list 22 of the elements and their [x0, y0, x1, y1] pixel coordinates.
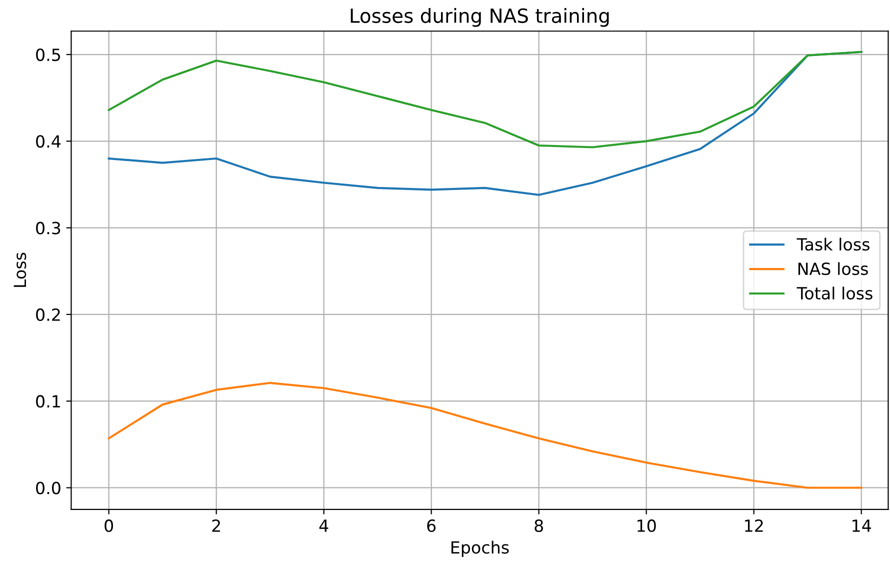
y-axis-title: Loss: [14, 252, 26, 287]
legend-label: Total loss: [796, 286, 872, 300]
x-tick-label: 6: [427, 519, 436, 532]
y-tick-label: 0.0: [36, 482, 60, 494]
y-tick-label: 0.1: [36, 395, 60, 408]
x-tick-label: 0: [104, 519, 114, 532]
x-tick-label: 10: [638, 519, 656, 532]
x-tick-label: 4: [319, 520, 328, 532]
y-tick-label: 0.5: [36, 48, 60, 62]
y-tick-label: 0.2: [36, 308, 60, 322]
legend-label: Task loss: [796, 238, 870, 251]
y-tick-label: 0.3: [36, 222, 60, 234]
chart-title: Losses during NAS training: [350, 8, 609, 27]
line-series: [108, 382, 862, 489]
x-tick-label: 2: [212, 519, 220, 532]
y-tick-label: 0.4: [36, 135, 61, 148]
line-series: [108, 50, 862, 148]
legend-label: NAS loss: [798, 262, 868, 276]
x-tick-label: 14: [852, 520, 872, 532]
x-axis-title: Epochs: [451, 540, 509, 557]
x-tick-label: 12: [745, 519, 763, 532]
x-tick-label: 8: [534, 519, 543, 532]
